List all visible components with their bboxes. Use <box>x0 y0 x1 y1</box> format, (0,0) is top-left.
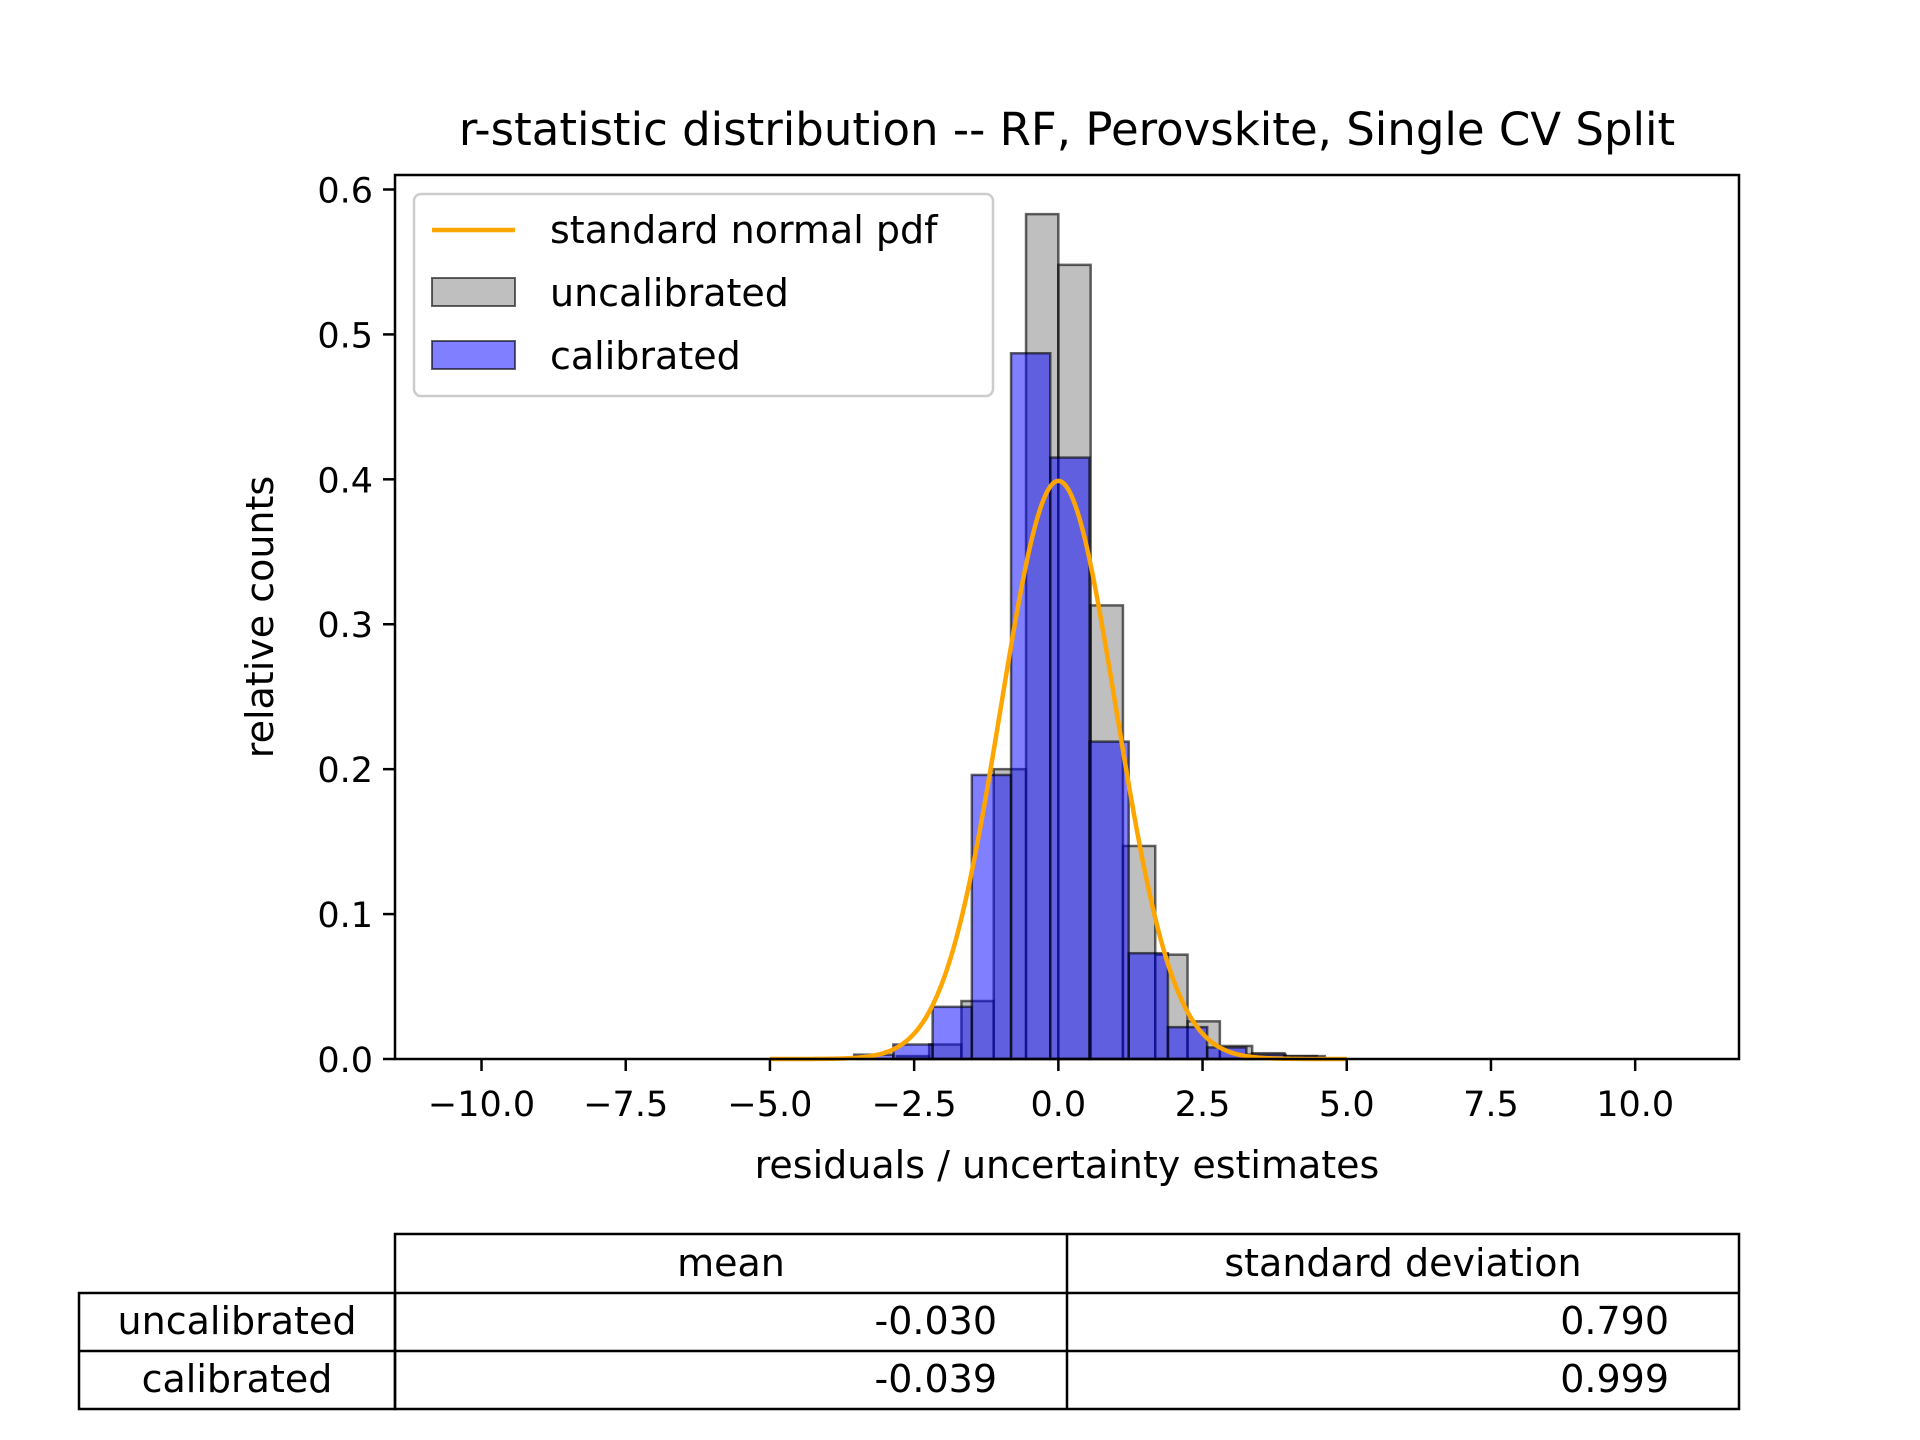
table-header-std: standard deviation <box>1224 1241 1581 1285</box>
x-tick-label: −5.0 <box>727 1085 812 1125</box>
stats-table: mean standard deviation uncalibrated -0.… <box>77 1232 1741 1411</box>
plot-area <box>769 212 1347 1062</box>
legend-box <box>412 192 995 398</box>
y-axis: 0.0 0.1 0.2 0.3 0.4 0.5 0.6 <box>317 171 395 1081</box>
table-row-label-calibrated: calibrated <box>142 1357 333 1401</box>
x-tick-label: −10.0 <box>428 1085 535 1125</box>
x-tick-label: 7.5 <box>1463 1085 1519 1125</box>
table-grid <box>77 1232 1741 1411</box>
table-row-label-uncalibrated: uncalibrated <box>118 1299 357 1343</box>
legend-swatch-uncalibrated <box>431 277 516 307</box>
legend: standard normal pdf uncalibrated calibra… <box>412 192 995 398</box>
y-tick-label: 0.1 <box>317 896 373 936</box>
calibrated-bar <box>1127 951 1170 1061</box>
y-axis-label: relative counts <box>238 476 282 758</box>
y-tick-label: 0.3 <box>317 606 373 646</box>
table-cell-mean-calibrated: -0.039 <box>875 1357 998 1401</box>
calibrated-bar <box>970 773 1013 1061</box>
legend-swatch-calibrated <box>431 340 516 370</box>
calibrated-bar <box>931 1005 974 1061</box>
x-tick-label: 0.0 <box>1031 1085 1087 1125</box>
calibrated-bar <box>1088 740 1130 1061</box>
x-tick-label: 2.5 <box>1175 1085 1231 1125</box>
calibrated-bar <box>1009 351 1052 1061</box>
x-tick-label: −2.5 <box>872 1085 957 1125</box>
y-tick-label: 0.2 <box>317 751 373 791</box>
plot-frame <box>393 173 1741 1061</box>
legend-label-calibrated: calibrated <box>550 334 741 378</box>
legend-label-uncalibrated: uncalibrated <box>550 271 789 315</box>
x-axis-label: residuals / uncertainty estimates <box>755 1143 1380 1187</box>
y-tick-label: 0.4 <box>317 461 373 501</box>
x-tick-label: −7.5 <box>583 1085 668 1125</box>
chart-title: r-statistic distribution -- RF, Perovski… <box>459 103 1675 156</box>
y-tick-label: 0.6 <box>317 171 373 211</box>
table-cell-mean-uncalibrated: -0.030 <box>875 1299 998 1343</box>
table-cell-std-calibrated: 0.999 <box>1560 1357 1669 1401</box>
x-tick-label: 10.0 <box>1596 1085 1674 1125</box>
x-tick-label: 5.0 <box>1319 1085 1375 1125</box>
x-axis: −10.0 −7.5 −5.0 −2.5 0.0 2.5 5.0 7.5 10.0 <box>428 1059 1674 1125</box>
calibrated-bars <box>852 351 1327 1061</box>
table-header-mean: mean <box>677 1241 785 1285</box>
legend-label-pdf: standard normal pdf <box>550 208 939 252</box>
y-tick-label: 0.0 <box>317 1041 373 1081</box>
standard-normal-pdf-line <box>769 478 1347 1062</box>
y-tick-label: 0.5 <box>317 316 373 356</box>
calibrated-bar <box>1049 456 1091 1061</box>
table-cell-std-uncalibrated: 0.790 <box>1560 1299 1669 1343</box>
